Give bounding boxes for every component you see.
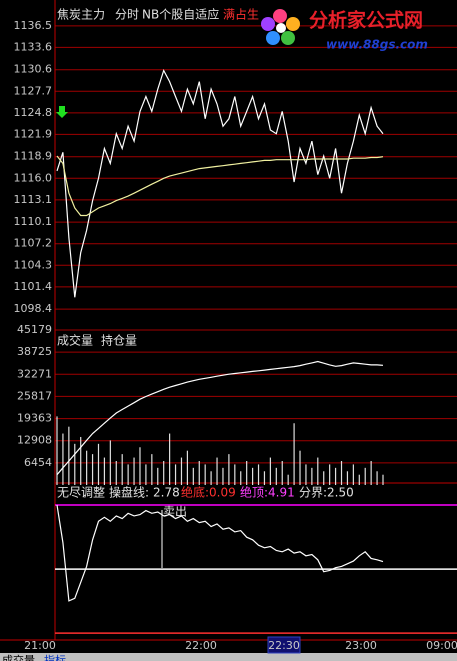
x-tick-label: 21:00 xyxy=(24,639,56,652)
x-tick-label: 22:00 xyxy=(185,639,217,652)
series-line xyxy=(56,155,384,217)
y-tick-label: 12908 xyxy=(17,434,52,447)
y-tick-label: 1136.5 xyxy=(14,19,53,32)
y-tick-label: 6454 xyxy=(24,456,52,469)
y-tick-label: 1124.8 xyxy=(14,106,53,119)
arrow-icon xyxy=(56,106,68,118)
chart-title: 焦炭主力 xyxy=(57,8,105,22)
level-value: 4.91 xyxy=(268,486,295,500)
y-tick-label: 1116.0 xyxy=(14,171,53,184)
y-tick-label: 19363 xyxy=(17,412,52,425)
x-tick-label: 23:00 xyxy=(345,639,377,652)
x-tick-label: 09:00 xyxy=(426,639,457,652)
y-tick-label: 1118.9 xyxy=(14,150,53,163)
y-tick-label: 25817 xyxy=(17,389,52,402)
y-tick-label: 1113.1 xyxy=(14,193,53,206)
y-tick-label: 1127.7 xyxy=(14,84,53,97)
y-tick-label: 1107.2 xyxy=(14,237,53,250)
y-tick-label: 32271 xyxy=(17,367,52,380)
footer-bar xyxy=(0,653,457,661)
series-line xyxy=(56,504,384,602)
series-line xyxy=(56,68,384,298)
watermark-url: www.88gs.com xyxy=(326,38,428,52)
subtitle: 分时 xyxy=(115,8,139,22)
annotation: 卖出 xyxy=(163,505,187,519)
note: 满占生 xyxy=(223,7,259,22)
level-name: 绝顶: xyxy=(240,485,268,500)
series-line xyxy=(56,360,384,476)
y-tick-label: 1101.4 xyxy=(14,280,53,293)
petal xyxy=(281,31,295,45)
level-name: 绝底: xyxy=(181,485,209,500)
petal xyxy=(261,17,275,31)
footer-tab: 成交量 xyxy=(2,653,35,661)
y-tick-label: 1110.1 xyxy=(14,215,53,228)
y-tick-label: 1133.6 xyxy=(14,40,53,53)
y-tick-label: 38725 xyxy=(17,345,52,358)
x-tick-highlight xyxy=(267,636,301,654)
footer-tab[interactable]: 指标 xyxy=(44,653,66,661)
indicator-name: NB个股自适应 xyxy=(142,7,219,22)
y-tick-label: 45179 xyxy=(17,323,52,336)
y-tick-label: 1130.6 xyxy=(14,63,53,76)
y-tick-label: 1104.3 xyxy=(14,258,53,271)
level-value: 0.09 xyxy=(209,486,236,500)
watermark-name: 分析家公式网 xyxy=(309,9,423,32)
level-value: 2.50 xyxy=(327,486,354,500)
y-tick-label: 1098.4 xyxy=(14,302,53,315)
legend-entry: 持仓量 xyxy=(101,333,137,348)
legend-entry: 成交量 xyxy=(57,333,93,348)
current-value: 2.78 xyxy=(153,486,180,500)
x-tick-label: 22:30 xyxy=(268,639,300,652)
legend-entry: 操盘线: xyxy=(109,485,149,500)
petal xyxy=(286,17,300,31)
petal xyxy=(276,23,286,33)
y-tick-label: 1121.9 xyxy=(14,127,53,140)
logo xyxy=(261,9,300,45)
indicator-title: 无尽调整 xyxy=(57,485,105,500)
petal xyxy=(273,9,287,23)
level-name: 分界: xyxy=(299,486,327,500)
petal xyxy=(266,31,280,45)
